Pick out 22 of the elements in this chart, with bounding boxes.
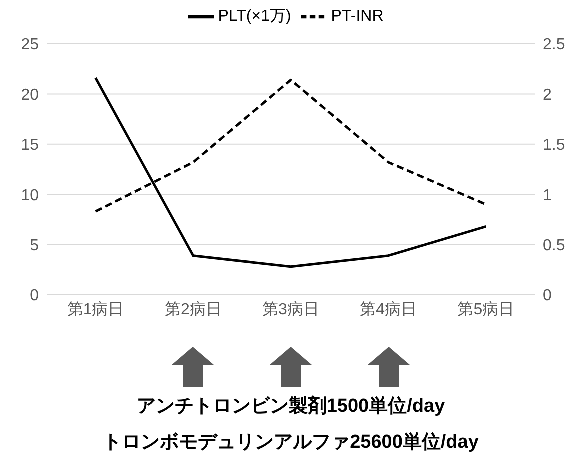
y-tick-label: 0 — [30, 288, 40, 305]
y2-tick-label: 2 — [543, 86, 552, 104]
x-tick-label: 第5病日 — [458, 300, 515, 318]
line-series — [94, 76, 488, 268]
y2-tick-label: 0 — [543, 288, 552, 305]
x-tick-label: 第4病日 — [360, 300, 418, 318]
x-tick-label: 第1病日 — [67, 300, 124, 318]
y2-tick-label: 1.5 — [543, 137, 566, 154]
y-tick-label: 25 — [21, 36, 40, 54]
legend-label: PLT(×1万) — [218, 8, 292, 26]
y-tick-label: 10 — [21, 187, 40, 204]
y-tick-label: 5 — [30, 237, 40, 254]
text: トロンボモデュリンアルファ25600単位/day — [102, 431, 480, 455]
y-tick-label: 15 — [21, 137, 40, 154]
y2-tick-label: 0.5 — [543, 237, 566, 254]
y2-tick-label: 1 — [543, 187, 552, 204]
text: アンチトロンビン製剤1500単位/day — [136, 394, 446, 419]
y-tick-label: 20 — [21, 86, 40, 104]
x-tick-label: 第3病日 — [262, 300, 320, 318]
x-tick-label: 第2病日 — [164, 300, 222, 318]
legend-label: PT-INR — [331, 8, 384, 26]
y2-tick-label: 2.5 — [543, 36, 566, 54]
